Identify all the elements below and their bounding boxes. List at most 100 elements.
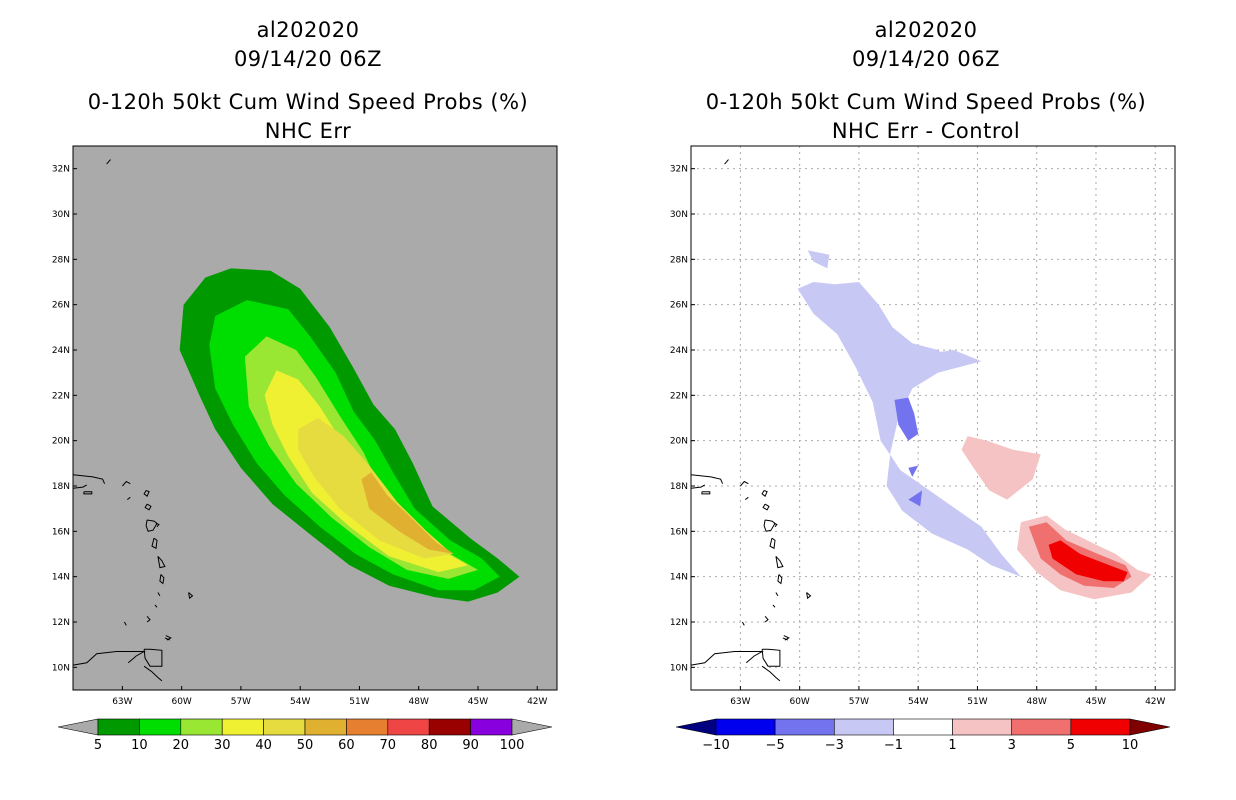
x-tick-label: 60W bbox=[789, 697, 809, 707]
y-tick-label: 30N bbox=[52, 210, 70, 220]
y-tick-label: 26N bbox=[670, 301, 688, 311]
x-tick-label: 51W bbox=[349, 697, 369, 707]
colorbar-label: 20 bbox=[173, 738, 190, 753]
coastline bbox=[769, 537, 776, 550]
coastlines bbox=[73, 159, 194, 682]
right-chart-title: 0-120h 50kt Cum Wind Speed Probs (%) bbox=[706, 90, 1146, 114]
plot-frame bbox=[72, 145, 558, 691]
coastline bbox=[73, 484, 88, 489]
coastline bbox=[741, 621, 745, 626]
coastline bbox=[144, 503, 152, 511]
contour-level-minus-1 bbox=[807, 250, 830, 269]
coastline bbox=[772, 604, 776, 608]
x-tick-label: 45W bbox=[468, 697, 488, 707]
map-background bbox=[691, 146, 1175, 690]
x-tick-label: 48W bbox=[1027, 697, 1047, 707]
coastline bbox=[701, 491, 711, 495]
y-tick-label: 28N bbox=[52, 255, 70, 265]
right-chart-subtitle: NHC Err - Control bbox=[832, 119, 1020, 143]
contour-level-50 bbox=[361, 472, 455, 554]
y-tick-label: 20N bbox=[52, 437, 70, 447]
colorbar-low-end bbox=[57, 718, 99, 736]
coastline bbox=[761, 648, 781, 667]
y-tick-label: 16N bbox=[52, 527, 70, 537]
colorbar-segment bbox=[470, 718, 513, 736]
colorbar-label: 40 bbox=[255, 738, 272, 753]
colorbar-label: 90 bbox=[462, 738, 479, 753]
right-colorbar: −10 −5 −3 −1 1 3 5 10 bbox=[675, 718, 1171, 753]
coastline bbox=[159, 574, 165, 585]
colorbar-segment bbox=[715, 718, 776, 736]
colorbar-segment bbox=[833, 718, 894, 736]
colorbar-segment bbox=[346, 718, 389, 736]
left-colorbar: 5 10 20 30 40 50 60 70 80 90 100 bbox=[57, 718, 553, 753]
coastline bbox=[763, 519, 776, 532]
coastline bbox=[762, 503, 770, 511]
y-tick-label: 22N bbox=[52, 391, 70, 401]
colorbar-segment bbox=[263, 718, 306, 736]
colorbar-label: 50 bbox=[297, 738, 314, 753]
y-tick-label: 24N bbox=[670, 346, 688, 356]
contour-level-1 bbox=[961, 436, 1041, 500]
colorbar-label: 3 bbox=[1008, 738, 1016, 753]
coastline bbox=[123, 621, 127, 626]
y-tick-label: 28N bbox=[670, 255, 688, 265]
contour-level-minus-1 bbox=[797, 282, 1021, 577]
contour-level-minus-1 bbox=[886, 350, 982, 394]
coastline bbox=[106, 159, 111, 165]
coastline bbox=[151, 537, 158, 550]
colorbar-label: 5 bbox=[1067, 738, 1075, 753]
colorbar-high-end bbox=[1129, 718, 1171, 736]
x-tick-label: 60W bbox=[171, 697, 191, 707]
y-tick-label: 14N bbox=[52, 573, 70, 583]
contour-level-5 bbox=[1048, 540, 1128, 582]
contour-level-minus-3 bbox=[894, 397, 919, 441]
x-tick-label: 63W bbox=[730, 697, 750, 707]
right-plot-area: 63W 60W 57W 54W 51W 48W 45W 42W 32N 30N 28N 26N 24N 2… bbox=[670, 145, 1176, 707]
y-tick-label: 22N bbox=[670, 391, 688, 401]
coastline bbox=[775, 555, 784, 569]
colorbar-segment bbox=[952, 718, 1013, 736]
y-tick-label: 12N bbox=[670, 618, 688, 628]
coastline bbox=[691, 484, 706, 489]
x-tick-label: 51W bbox=[967, 697, 987, 707]
colorbar-segment bbox=[304, 718, 347, 736]
colorbar-segment bbox=[97, 718, 140, 736]
y-tick-label: 12N bbox=[52, 618, 70, 628]
colorbar-segment bbox=[387, 718, 430, 736]
left-datetime: 09/14/20 06Z bbox=[234, 47, 382, 71]
coastline bbox=[691, 474, 724, 484]
x-tick-label: 54W bbox=[290, 697, 310, 707]
coastline bbox=[146, 615, 151, 623]
colorbar-low-end bbox=[675, 718, 717, 736]
y-tick-label: 32N bbox=[670, 165, 688, 175]
coastline bbox=[806, 592, 812, 600]
x-tick-label: 45W bbox=[1086, 697, 1106, 707]
left-storm-id: al202020 bbox=[257, 18, 360, 42]
coastline bbox=[744, 496, 749, 500]
coastline bbox=[775, 592, 779, 597]
coastline bbox=[157, 555, 166, 569]
y-tick-label: 16N bbox=[670, 527, 688, 537]
coastline bbox=[143, 648, 163, 667]
colorbar-label: −10 bbox=[702, 738, 729, 753]
coastline bbox=[143, 490, 150, 497]
coastline bbox=[126, 496, 131, 500]
colorbar-label: −1 bbox=[884, 738, 903, 753]
coastline bbox=[777, 574, 783, 585]
colorbar-label: 70 bbox=[380, 738, 397, 753]
x-tick-label: 57W bbox=[849, 697, 869, 707]
colorbar-label: 30 bbox=[214, 738, 231, 753]
coastline bbox=[157, 592, 161, 597]
right-panel: al202020 09/14/20 06Z 0-120h 50kt Cum Wi… bbox=[670, 18, 1176, 753]
colorbar-label: 10 bbox=[131, 738, 148, 753]
coastline bbox=[143, 665, 163, 682]
y-tick-label: 32N bbox=[52, 165, 70, 175]
x-tick-label: 48W bbox=[409, 697, 429, 707]
colorbar-label: 10 bbox=[1122, 738, 1139, 753]
colorbar-segment bbox=[774, 718, 835, 736]
colorbar-label: −5 bbox=[766, 738, 785, 753]
coastline bbox=[164, 637, 171, 641]
left-plot-area: 63W 60W 57W 54W 51W 48W 45W 42W 32N 30N 28N 26N 24N 2… bbox=[52, 145, 558, 707]
